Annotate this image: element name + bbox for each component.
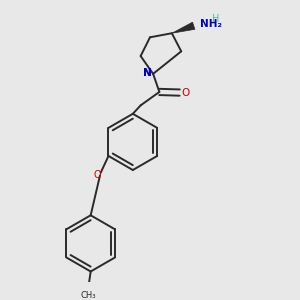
- Text: N: N: [143, 68, 152, 78]
- Text: O: O: [93, 170, 101, 180]
- Text: N: N: [143, 68, 152, 78]
- Text: H: H: [212, 14, 220, 24]
- Text: NH₂: NH₂: [200, 19, 222, 29]
- Text: O: O: [182, 88, 190, 98]
- Polygon shape: [172, 22, 195, 33]
- Text: CH₃: CH₃: [80, 291, 96, 300]
